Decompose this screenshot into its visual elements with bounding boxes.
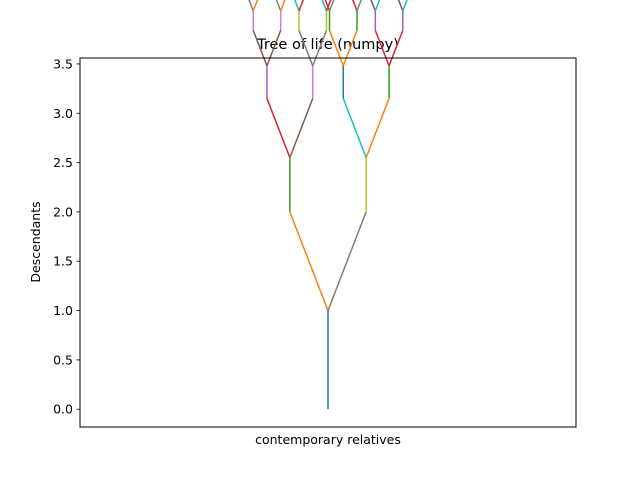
branch-line (321, 0, 328, 12)
branch-line (397, 0, 404, 12)
y-tick-label: 0.0 (53, 402, 73, 417)
branch-line (298, 0, 304, 12)
branch-line (294, 0, 300, 12)
branch-line (327, 211, 367, 311)
branch-line (356, 0, 362, 12)
y-tick-label: 3.5 (53, 56, 73, 71)
branch-line (298, 30, 314, 67)
y-tick-label: 2.5 (53, 155, 73, 170)
y-tick-label: 3.0 (53, 106, 73, 121)
branch-line (374, 30, 390, 67)
branch-line (324, 0, 331, 12)
branch-line (289, 211, 329, 311)
chart-title: Tree of life (numpy) (256, 37, 399, 53)
branch-line (328, 30, 344, 67)
y-axis-label: Descendants (28, 201, 43, 282)
branch-line (252, 30, 268, 67)
axes-frame (79, 57, 577, 428)
branch-line (352, 0, 358, 12)
branch-line (312, 30, 328, 67)
y-tick-label: 0.5 (53, 352, 73, 367)
y-tick-label: 1.5 (53, 254, 73, 269)
plot-area (248, 0, 408, 410)
branch-line (252, 0, 259, 12)
branch-line (279, 0, 286, 12)
branch-line (289, 98, 314, 158)
x-axis-label: contemporary relatives (255, 432, 401, 447)
branch-line (374, 0, 381, 12)
branch-line (342, 98, 367, 158)
y-tick-label: 1.0 (53, 303, 73, 318)
branch-line (266, 30, 282, 67)
branch-line (388, 30, 404, 67)
y-axis: 0.0 0.5 1.0 1.5 2.0 2.5 3.0 3.5 (53, 56, 80, 417)
branch-line (342, 30, 358, 67)
branch-line (402, 0, 408, 12)
branch-line (328, 0, 335, 12)
branch-line (266, 98, 291, 158)
y-tick-label: 2.0 (53, 204, 73, 219)
branch-line (248, 0, 254, 12)
branch-line (365, 98, 390, 158)
branch-line (275, 0, 282, 12)
branch-line (370, 0, 377, 12)
